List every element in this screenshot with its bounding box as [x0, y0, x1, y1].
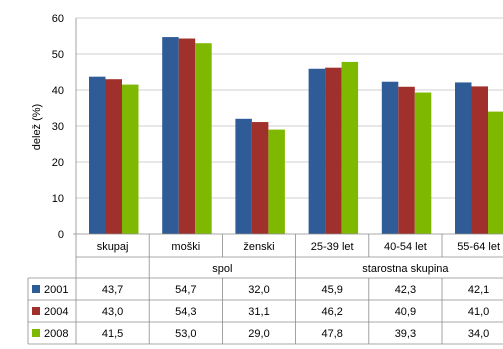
x-tick-label: 40-54 let — [384, 241, 427, 253]
table-cell: 31,1 — [248, 306, 269, 318]
y-tick-label: 10 — [52, 193, 64, 205]
y-axis-ticks: 0 10 20 30 40 50 60 — [52, 13, 64, 241]
y-tick-label: 40 — [52, 85, 64, 97]
legend-swatch-2001 — [32, 285, 40, 293]
bar-2001-4 — [381, 81, 399, 234]
bar-2004-2 — [251, 122, 269, 234]
table-cell: 34,0 — [468, 328, 489, 340]
table-cell: 39,3 — [395, 328, 416, 340]
table-cell: 45,9 — [321, 284, 342, 296]
group-label: spol — [212, 263, 232, 275]
table-cell: 32,0 — [248, 284, 269, 296]
bar-2008-2 — [268, 129, 285, 234]
y-tick-label: 0 — [58, 229, 64, 241]
bar-2004-3 — [325, 67, 342, 235]
x-tick-label: 55-64 let — [457, 241, 500, 253]
bar-2001-0 — [89, 76, 106, 235]
data-table-lines — [27, 18, 503, 345]
bar-2001-1 — [162, 37, 179, 234]
table-cell: 46,2 — [321, 306, 342, 318]
table-cell: 43,0 — [102, 306, 123, 318]
table-cell: 29,0 — [248, 328, 269, 340]
table-cell: 54,7 — [175, 284, 196, 296]
bar-2001-2 — [235, 118, 252, 234]
table-cell: 47,8 — [321, 328, 342, 340]
x-tick-label: 25-39 let — [311, 241, 354, 253]
group-label: starostna skupina — [362, 263, 449, 275]
y-tick-label: 50 — [52, 49, 64, 61]
legend-swatch-2008 — [32, 329, 40, 337]
bar-2001-3 — [308, 68, 326, 234]
legend-label: 2004 — [44, 306, 68, 318]
y-tick-label: 30 — [52, 121, 64, 133]
data-table: skupaj moški ženski 25-39 let 40-54 let 55-64… — [32, 241, 500, 340]
table-cell: 40,9 — [395, 306, 416, 318]
table-cell: 53,0 — [175, 328, 196, 340]
bar-2001-5 — [455, 82, 472, 234]
x-tick-label: skupaj — [97, 241, 129, 253]
bar-2008-3 — [341, 61, 359, 234]
bar-2008-1 — [195, 43, 212, 235]
table-cell: 54,3 — [175, 306, 196, 318]
legend-swatch-2004 — [32, 307, 40, 315]
table-cell: 41,0 — [468, 306, 489, 318]
legend-label: 2001 — [44, 284, 68, 296]
bar-2004-1 — [178, 38, 196, 234]
table-cell: 43,7 — [102, 284, 123, 296]
bar-2004-5 — [471, 86, 488, 235]
table-cell: 42,3 — [395, 284, 416, 296]
table-cell: 42,1 — [468, 284, 489, 296]
gridlines — [76, 17, 503, 199]
y-tick-label: 60 — [52, 13, 64, 25]
bar-2008-0 — [122, 84, 139, 234]
table-cell: 41,5 — [102, 328, 123, 340]
x-tick-label: ženski — [243, 241, 274, 253]
x-tick-label: moški — [171, 241, 200, 253]
y-tick-label: 20 — [52, 157, 64, 169]
bar-2008-5 — [488, 111, 503, 234]
bar-2004-4 — [398, 86, 415, 234]
bar-2008-4 — [414, 92, 432, 235]
bars — [89, 37, 503, 235]
bar-2004-0 — [105, 79, 122, 234]
legend-label: 2008 — [44, 328, 68, 340]
y-axis-label: delež (%) — [31, 104, 43, 150]
